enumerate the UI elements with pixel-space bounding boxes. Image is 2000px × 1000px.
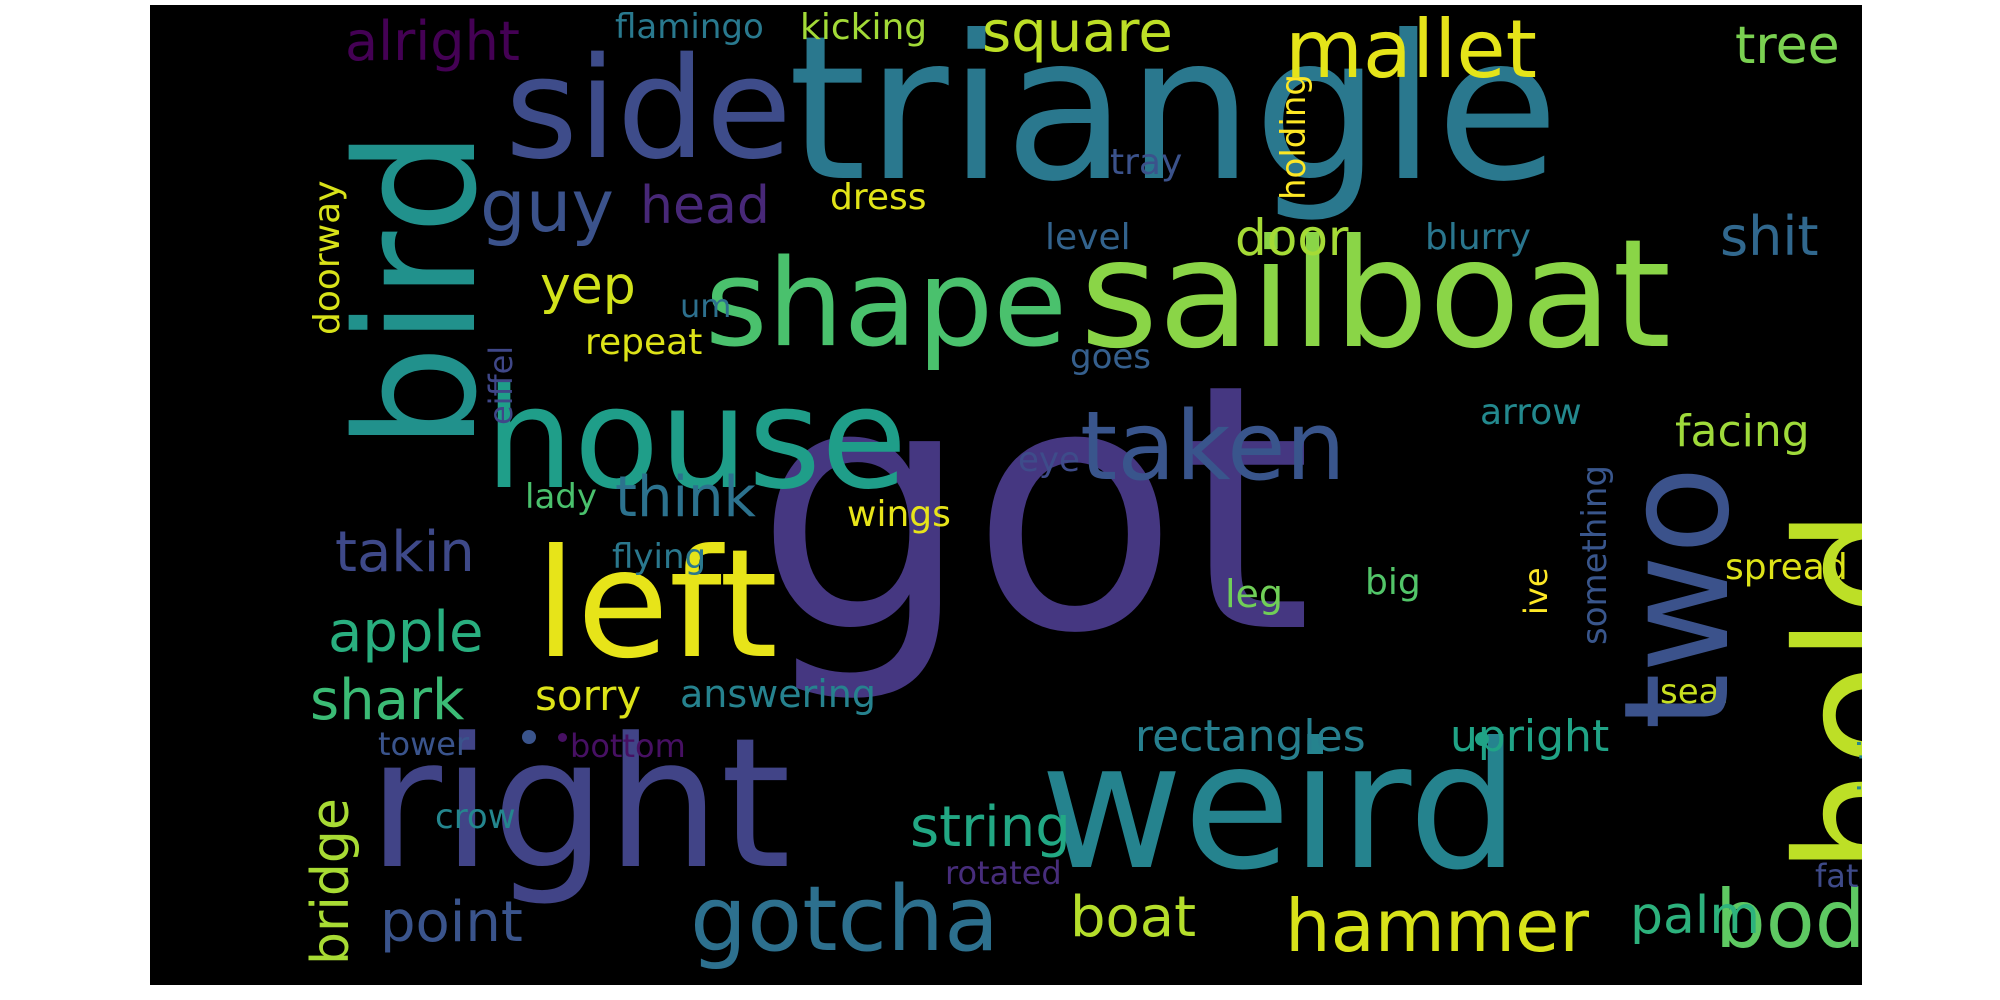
word-answering: answering — [680, 672, 877, 716]
word-two: two — [1593, 465, 1762, 730]
word-head: head — [640, 176, 770, 236]
word-taken: taken — [1080, 392, 1346, 502]
word-pointing: pointing — [1852, 695, 1862, 835]
word-shape: shape — [705, 235, 1068, 374]
word-tray: tray — [1110, 142, 1183, 183]
word-arrow: arrow — [1480, 392, 1582, 433]
word-tower: tower — [378, 725, 470, 763]
word-side: side — [505, 28, 792, 191]
word-upright: upright — [1450, 711, 1610, 762]
word-yep: yep — [540, 256, 636, 316]
word-holding: holding — [1274, 74, 1314, 200]
word-doorway: doorway — [307, 180, 348, 335]
word-big: big — [1365, 562, 1421, 603]
word-boat: boat — [1070, 885, 1197, 950]
word-mallet: mallet — [1285, 5, 1537, 96]
word-got: got — [755, 312, 1313, 708]
word-dress: dress — [830, 177, 927, 218]
word-weird: weird — [1040, 706, 1520, 909]
word-bridge: bridge — [301, 798, 361, 965]
word-square: square — [982, 5, 1173, 65]
word-flying: flying — [612, 537, 707, 577]
word-bird: bird — [321, 129, 513, 450]
word-wings: wings — [847, 494, 951, 535]
word-left: left — [535, 518, 778, 692]
word-something: something — [1575, 464, 1615, 645]
word-apple: apple — [328, 600, 484, 665]
word-eye: eye — [1018, 440, 1080, 480]
word-kicking: kicking — [800, 7, 928, 48]
word-repeat: repeat — [585, 322, 703, 363]
dot-mark — [1475, 732, 1489, 746]
word-bottom: bottom — [570, 727, 686, 765]
word-rotated: rotated — [945, 854, 1062, 892]
dot-mark — [522, 730, 536, 744]
word-shit: shit — [1720, 205, 1819, 268]
word-palm: palm — [1630, 886, 1760, 946]
word-crow: crow — [435, 797, 516, 837]
word-ive: ive — [1517, 567, 1555, 615]
word-takin: takin — [335, 520, 475, 585]
word-um: um — [680, 287, 732, 325]
word-tree: tree — [1735, 16, 1840, 76]
word-right: right — [368, 700, 791, 909]
word-seal: seal — [1660, 672, 1729, 712]
word-triangle: triangle — [788, 5, 1560, 226]
word-blurry: blurry — [1425, 217, 1531, 258]
word-alright: alright — [345, 10, 520, 73]
word-body: body — [1715, 873, 1862, 966]
word-cloud: got triangle sailboat weird right house … — [150, 5, 1862, 985]
word-flamingo: flamingo — [615, 7, 764, 47]
word-string: string — [910, 795, 1071, 860]
word-goes: goes — [1070, 337, 1152, 377]
word-guy: guy — [480, 164, 614, 248]
word-door: door — [1235, 209, 1349, 267]
word-gotcha: gotcha — [690, 867, 1000, 972]
word-fat: fat — [1815, 857, 1859, 895]
word-point: point — [380, 890, 523, 955]
word-think: think — [615, 465, 756, 530]
word-facing: facing — [1675, 406, 1810, 457]
word-house: house — [485, 358, 908, 521]
word-leg: leg — [1225, 572, 1284, 616]
word-sorry: sorry — [535, 671, 642, 720]
word-hammer: hammer — [1285, 884, 1589, 968]
word-hold: hold — [1761, 508, 1862, 875]
dot-mark — [558, 733, 567, 742]
word-lady: lady — [525, 477, 597, 517]
word-sailboat: sailboat — [1080, 208, 1672, 382]
word-level: level — [1045, 217, 1131, 258]
word-shark: shark — [310, 668, 465, 733]
word-spread: spread — [1725, 547, 1848, 588]
word-rectangles: rectangles — [1135, 711, 1366, 762]
word-eiffel: eiffel — [482, 345, 520, 425]
